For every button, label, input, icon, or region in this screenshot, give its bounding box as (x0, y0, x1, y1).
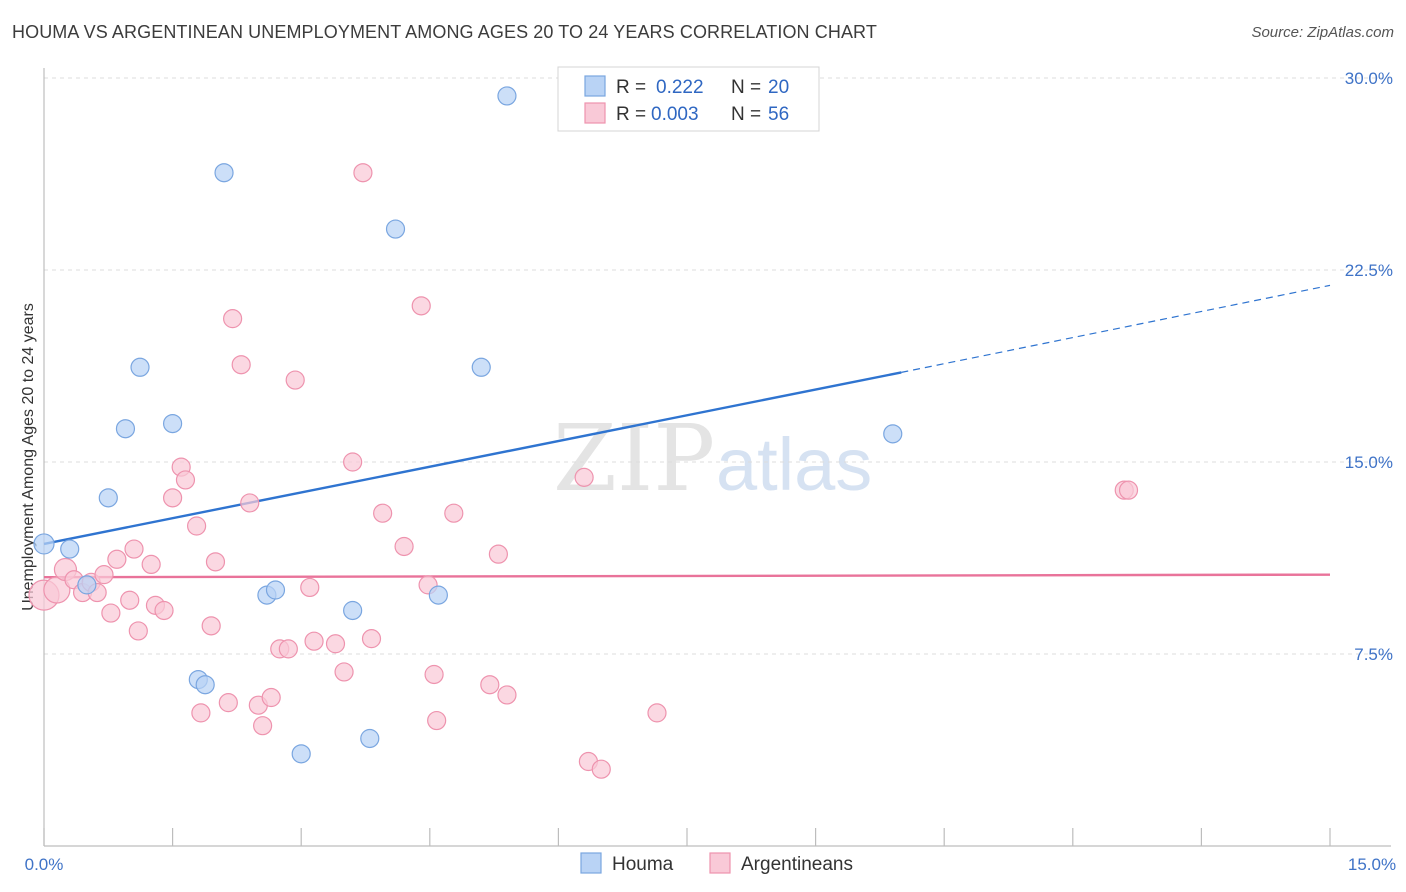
argentineans-point-49 (497, 685, 517, 705)
houma-point-3 (98, 488, 118, 508)
argentineans-point-24 (223, 309, 243, 329)
houma-point-19 (883, 424, 903, 444)
y-axis-title: Unemployment Among Ages 20 to 24 years (20, 303, 37, 611)
x-tick-label-max: 15.0% (1348, 855, 1396, 874)
watermark-atlas: atlas (716, 423, 872, 506)
argentineans-point-22 (205, 552, 226, 572)
legend-argentineans-label: Argentineans (741, 854, 853, 875)
argentineans-point-23 (218, 693, 238, 713)
legend-argentineans-swatch (709, 852, 731, 874)
y-axis-labels: 7.5% 15.0% 22.5% 30.0% (1345, 69, 1393, 664)
houma-point-13 (343, 600, 363, 621)
legend-r-label-1: R = (616, 77, 646, 98)
trend-lines (43, 284, 1331, 579)
x-tick-label-min: 0.0% (25, 855, 64, 874)
argentineans-point-52 (591, 759, 611, 779)
y-tick-label-2: 22.5% (1345, 261, 1393, 280)
houma-point-15 (385, 219, 406, 239)
houma-point-18 (497, 86, 517, 106)
argentineans-point-11 (124, 539, 144, 559)
y-tick-label-1: 15.0% (1345, 453, 1393, 472)
argentineans-point-47 (480, 675, 500, 695)
houma-point-8 (195, 675, 215, 695)
argentineans-point-48 (488, 544, 508, 564)
argentineans-point-13 (141, 554, 161, 575)
argentineans-point-40 (373, 503, 393, 523)
watermark: ZIP atlas (553, 405, 872, 512)
argentineans-point-50 (574, 467, 594, 487)
houma-point-17 (471, 357, 491, 377)
legend-r-value-houma: 0.222 (656, 77, 704, 98)
trend-line-argentineans (43, 573, 1331, 579)
argentineans-point-46 (444, 503, 464, 523)
legend-n-label-2: N = (731, 104, 761, 125)
houma-point-5 (130, 357, 150, 377)
argentineans-point-18 (175, 470, 196, 490)
trend-line-houma-extension (901, 284, 1331, 373)
series-legend: Houma Argentineans (580, 852, 853, 875)
houma-point-0 (33, 533, 55, 555)
argentineans-point-8 (101, 603, 121, 623)
houma-point-14 (360, 728, 380, 749)
stats-legend: R = 0.222 N = 20 R = 0.003 N = 56 (557, 66, 820, 132)
legend-n-value-argentineans: 56 (768, 104, 789, 125)
legend-n-value-houma: 20 (768, 77, 789, 98)
argentineans-point-31 (278, 639, 298, 659)
data-points (28, 86, 1139, 779)
houma-point-1 (60, 539, 80, 559)
gridlines (44, 77, 1391, 655)
argentineans-point-32 (285, 370, 305, 390)
argentineans-point-37 (343, 452, 363, 472)
argentineans-point-53 (647, 703, 667, 723)
trend-line-houma (43, 371, 902, 546)
legend-r-value-argentineans: 0.003 (651, 104, 699, 125)
watermark-zip: ZIP (553, 405, 715, 512)
argentineans-point-35 (325, 634, 346, 654)
argentineans-point-42 (411, 296, 431, 316)
argentineans-point-7 (94, 565, 114, 585)
chart-title: HOUMA VS ARGENTINEAN UNEMPLOYMENT AMONG … (12, 22, 877, 42)
argentineans-point-21 (201, 616, 221, 636)
legend-houma-label: Houma (612, 854, 674, 875)
argentineans-point-29 (261, 687, 281, 708)
legend-r-label-2: R = (616, 104, 646, 125)
chart-source: Source: ZipAtlas.com (1251, 24, 1394, 41)
argentineans-point-55 (1118, 480, 1139, 500)
argentineans-point-39 (361, 629, 382, 649)
argentineans-point-38 (353, 163, 373, 183)
houma-point-2 (77, 575, 97, 595)
argentineans-point-15 (154, 600, 174, 621)
houma-point-11 (265, 580, 286, 600)
argentineans-point-12 (128, 621, 148, 641)
argentineans-point-20 (191, 703, 211, 723)
argentineans-point-28 (253, 716, 273, 736)
argentineans-point-33 (300, 577, 320, 598)
argentineans-point-19 (187, 516, 207, 536)
y-tick-label-3: 30.0% (1345, 69, 1393, 88)
argentineans-point-36 (334, 662, 354, 682)
houma-point-9 (214, 163, 234, 183)
argentineans-point-16 (163, 488, 183, 508)
houma-point-16 (428, 585, 448, 605)
houma-point-12 (291, 744, 311, 764)
argentineans-point-26 (240, 493, 260, 513)
argentineans-point-9 (107, 549, 127, 569)
legend-swatch-houma (584, 75, 606, 97)
y-tick-label-0: 7.5% (1354, 645, 1393, 664)
argentineans-point-44 (424, 664, 444, 685)
x-axis-ticks (43, 828, 1331, 846)
argentineans-point-25 (231, 355, 251, 375)
legend-swatch-argentineans (584, 102, 606, 124)
houma-point-6 (163, 414, 183, 434)
argentineans-point-45 (427, 710, 447, 731)
argentineans-point-41 (394, 536, 414, 557)
legend-houma-swatch (580, 852, 602, 874)
argentineans-point-10 (120, 590, 140, 610)
legend-n-label-1: N = (731, 77, 761, 98)
argentineans-point-34 (304, 631, 324, 651)
houma-point-4 (115, 419, 136, 439)
